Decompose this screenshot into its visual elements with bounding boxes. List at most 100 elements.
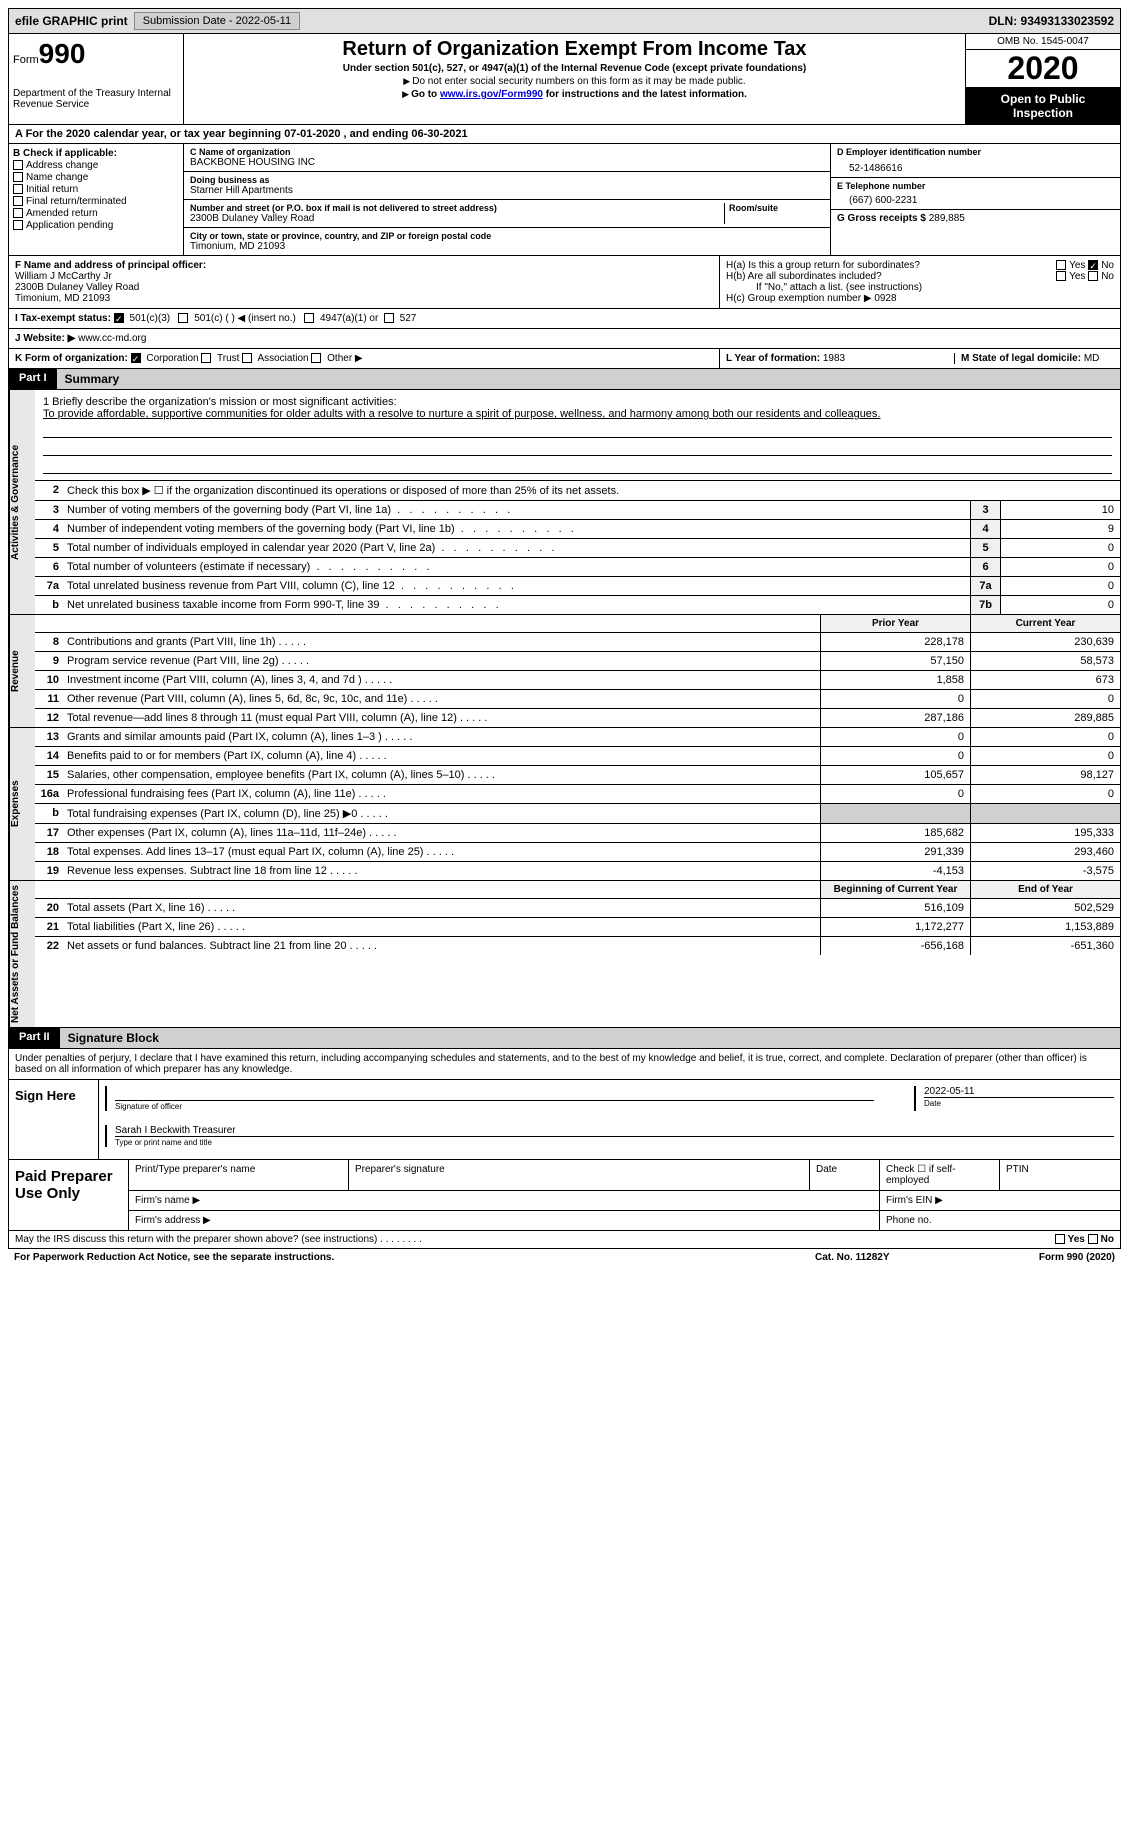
checkbox-final-return[interactable] <box>13 196 23 206</box>
line-text: Investment income (Part VIII, column (A)… <box>63 671 820 689</box>
line-text: Total unrelated business revenue from Pa… <box>63 577 970 595</box>
trust-checkbox[interactable] <box>201 353 211 363</box>
j-label: J Website: ▶ <box>15 333 75 344</box>
checkbox-address-change[interactable] <box>13 160 23 170</box>
irs-link[interactable]: www.irs.gov/Form990 <box>440 89 543 100</box>
current-value: 195,333 <box>970 824 1120 842</box>
prep-h3: Date <box>810 1160 880 1190</box>
current-year-header: Current Year <box>970 615 1120 632</box>
line-value: 10 <box>1000 501 1120 519</box>
sign-here-row: Sign Here Signature of officer 2022-05-1… <box>8 1080 1121 1160</box>
gross-label: G Gross receipts $ <box>837 213 926 224</box>
line-text: Number of independent voting members of … <box>63 520 970 538</box>
prior-value: -656,168 <box>820 937 970 955</box>
hb-yes-checkbox[interactable] <box>1056 271 1066 281</box>
501c3-checkbox[interactable] <box>114 313 124 323</box>
hc-label: H(c) Group exemption number ▶ <box>726 293 872 304</box>
prior-value: -4,153 <box>820 862 970 880</box>
checkbox-amended[interactable] <box>13 208 23 218</box>
note-goto-post: for instructions and the latest informat… <box>543 89 747 100</box>
header-right: OMB No. 1545-0047 2020 Open to Public In… <box>965 34 1120 124</box>
no-label: No <box>1101 1234 1114 1245</box>
col-b-header: B Check if applicable: <box>13 148 179 159</box>
opt-final-return: Final return/terminated <box>26 196 127 207</box>
paperwork-notice: For Paperwork Reduction Act Notice, see … <box>14 1252 815 1263</box>
501c-checkbox[interactable] <box>178 313 188 323</box>
prior-value: 0 <box>820 728 970 746</box>
4947-checkbox[interactable] <box>304 313 314 323</box>
line-text: Benefits paid to or for members (Part IX… <box>63 747 820 765</box>
row-i: I Tax-exempt status: 501(c)(3) 501(c) ( … <box>8 309 1121 329</box>
spacer <box>35 881 820 898</box>
tel-value: (667) 600-2231 <box>837 191 1114 206</box>
prep-firm-name: Firm's name ▶ <box>129 1191 880 1210</box>
org-name: BACKBONE HOUSING INC <box>190 157 824 168</box>
line-text: Other expenses (Part IX, column (A), lin… <box>63 824 820 842</box>
revenue-tab: Revenue <box>9 615 35 727</box>
part1-header: Part I Summary <box>8 369 1121 390</box>
hb-label: H(b) Are all subordinates included? <box>726 271 882 282</box>
prior-value: 185,682 <box>820 824 970 842</box>
submission-date-button[interactable]: Submission Date - 2022-05-11 <box>134 12 300 30</box>
header-mid: Return of Organization Exempt From Incom… <box>184 34 965 124</box>
ha-no-checkbox[interactable] <box>1088 260 1098 270</box>
prior-value: 287,186 <box>820 709 970 727</box>
revenue-section: Revenue Prior YearCurrent Year 8Contribu… <box>8 615 1121 728</box>
blank-line <box>43 424 1112 438</box>
org-name-label: C Name of organization <box>190 147 824 157</box>
line-text: Grants and similar amounts paid (Part IX… <box>63 728 820 746</box>
prior-value: 516,109 <box>820 899 970 917</box>
line-box: 7a <box>970 577 1000 595</box>
opt-501c3: 501(c)(3) <box>130 313 171 324</box>
discuss-yes-checkbox[interactable] <box>1055 1234 1065 1244</box>
officer-addr2: Timonium, MD 21093 <box>15 293 110 304</box>
dba-label: Doing business as <box>190 175 824 185</box>
room-label: Room/suite <box>729 203 824 213</box>
prior-value: 105,657 <box>820 766 970 784</box>
527-checkbox[interactable] <box>384 313 394 323</box>
row-klm: K Form of organization: Corporation Trus… <box>8 349 1121 369</box>
gross-value: 289,885 <box>929 213 965 224</box>
expenses-tab: Expenses <box>9 728 35 880</box>
current-value: 293,460 <box>970 843 1120 861</box>
discuss-no-checkbox[interactable] <box>1088 1234 1098 1244</box>
other-checkbox[interactable] <box>311 353 321 363</box>
checkbox-initial-return[interactable] <box>13 184 23 194</box>
hb-no-checkbox[interactable] <box>1088 271 1098 281</box>
line-text: Total assets (Part X, line 16) . . . . . <box>63 899 820 917</box>
sig-date: 2022-05-11 <box>924 1086 1114 1097</box>
line-value: 0 <box>1000 596 1120 614</box>
dept-label: Department of the Treasury Internal Reve… <box>13 88 179 110</box>
checkbox-name-change[interactable] <box>13 172 23 182</box>
assoc-checkbox[interactable] <box>242 353 252 363</box>
opt-501c: 501(c) ( ) ◀ (insert no.) <box>194 313 296 324</box>
begin-year-header: Beginning of Current Year <box>820 881 970 898</box>
ein-value: 52-1486616 <box>837 157 1114 174</box>
prep-firm-ein: Firm's EIN ▶ <box>880 1191 1120 1210</box>
ha-yes-checkbox[interactable] <box>1056 260 1066 270</box>
tax-year: 2020 <box>966 50 1120 88</box>
prior-value: 1,858 <box>820 671 970 689</box>
corp-checkbox[interactable] <box>131 353 141 363</box>
sign-here-label: Sign Here <box>9 1080 99 1159</box>
irs-discuss-text: May the IRS discuss this return with the… <box>15 1234 377 1245</box>
part2-title: Signature Block <box>60 1028 1120 1048</box>
sig-date-label: Date <box>924 1097 1114 1108</box>
opt-corp: Corporation <box>146 353 198 364</box>
efile-label: efile GRAPHIC print <box>15 14 128 28</box>
header-left: Form990 Department of the Treasury Inter… <box>9 34 184 124</box>
form-number: 990 <box>39 38 86 69</box>
mission-answer: To provide affordable, supportive commun… <box>43 408 1112 420</box>
officer-addr1: 2300B Dulaney Valley Road <box>15 282 139 293</box>
current-value: 0 <box>970 690 1120 708</box>
officer-label: F Name and address of principal officer: <box>15 260 206 271</box>
checkbox-pending[interactable] <box>13 220 23 230</box>
opt-name-change: Name change <box>26 172 88 183</box>
line-text: Net unrelated business taxable income fr… <box>63 596 970 614</box>
prior-value: 1,172,277 <box>820 918 970 936</box>
line-value: 9 <box>1000 520 1120 538</box>
blank-line <box>43 460 1112 474</box>
netassets-section: Net Assets or Fund Balances Beginning of… <box>8 881 1121 1028</box>
arrow-icon <box>402 89 411 100</box>
part1-title: Summary <box>57 369 1120 389</box>
